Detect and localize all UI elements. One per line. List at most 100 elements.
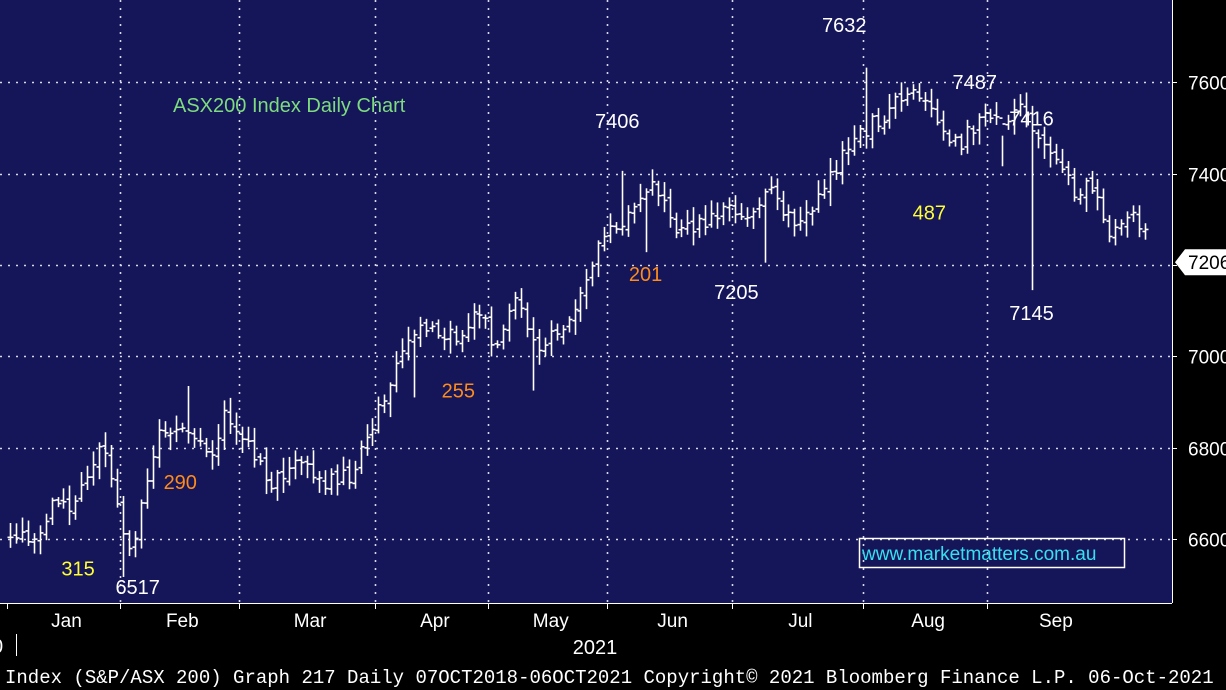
ohlc-bar bbox=[49, 497, 56, 526]
price-tag-shape bbox=[1175, 249, 1226, 276]
ohlc-bar bbox=[875, 107, 882, 133]
ohlc-bar bbox=[381, 394, 388, 414]
ohlc-bar bbox=[512, 291, 519, 320]
y-tick-label: 7600 bbox=[1188, 74, 1226, 95]
ohlc-bar bbox=[613, 222, 620, 234]
ohlc-bar bbox=[1053, 143, 1060, 165]
month-label: Sep bbox=[1039, 611, 1073, 632]
ohlc-bar bbox=[756, 197, 763, 219]
ohlc-bar bbox=[245, 426, 252, 448]
watermark-box[interactable]: www.marketmatters.com.au bbox=[858, 537, 1126, 569]
ohlc-bar bbox=[536, 328, 543, 365]
annotation-label: 6517 bbox=[115, 577, 160, 599]
annotation-label: 315 bbox=[61, 559, 94, 581]
ohlc-bar bbox=[1029, 105, 1036, 291]
ohlc-bar bbox=[993, 102, 1000, 125]
ohlc-bar bbox=[1017, 94, 1024, 117]
month-label: Apr bbox=[420, 611, 450, 632]
month-label: Feb bbox=[166, 611, 199, 632]
annotation-label: 7205 bbox=[714, 282, 759, 304]
ohlc-bar bbox=[1094, 179, 1101, 211]
ohlc-bar bbox=[785, 204, 792, 228]
ohlc-bar bbox=[940, 110, 947, 141]
ohlc-bar bbox=[690, 207, 697, 246]
ohlc-bar bbox=[577, 286, 584, 322]
ohlc-bar bbox=[649, 169, 656, 196]
ohlc-bar bbox=[1065, 161, 1072, 186]
month-label: Jul bbox=[788, 611, 812, 632]
ohlc-bar bbox=[934, 98, 941, 126]
ohlc-bar bbox=[1124, 211, 1131, 238]
ohlc-bar bbox=[803, 200, 810, 237]
y-tick-label: 7400 bbox=[1188, 166, 1226, 187]
ohlc-bar bbox=[524, 302, 531, 338]
ohlc-bar bbox=[465, 313, 472, 343]
ohlc-bar bbox=[809, 206, 816, 226]
ohlc-bar bbox=[958, 133, 965, 156]
ohlc-bar bbox=[476, 304, 483, 329]
gridlines bbox=[0, 0, 1172, 603]
ohlc-bar bbox=[37, 525, 44, 555]
ohlc-bar bbox=[625, 205, 632, 237]
watermark-link[interactable]: www.marketmatters.com.au bbox=[861, 544, 1096, 565]
ohlc-bar bbox=[916, 83, 923, 102]
ohlc-bar bbox=[892, 92, 899, 119]
ohlc-bar bbox=[1011, 98, 1018, 135]
ohlc-bar bbox=[750, 207, 757, 229]
ohlc-bar bbox=[132, 531, 139, 558]
chart-title: ASX200 Index Daily Chart bbox=[173, 95, 406, 117]
ohlc-bar bbox=[518, 288, 525, 318]
ohlc-bar bbox=[506, 303, 513, 342]
ohlc-bar bbox=[55, 497, 62, 508]
ohlc-bar bbox=[768, 176, 775, 195]
annotation-label: 7145 bbox=[1009, 303, 1054, 325]
ohlc-bar bbox=[744, 207, 751, 227]
ohlc-bar bbox=[732, 195, 739, 224]
ohlc-bar bbox=[714, 202, 721, 229]
ohlc-bar bbox=[429, 321, 436, 333]
ohlc-bar bbox=[684, 209, 691, 235]
annotation-label: 7632 bbox=[822, 15, 867, 37]
ohlc-bar bbox=[833, 160, 840, 180]
ohlc-bar bbox=[952, 133, 959, 147]
ohlc-bar bbox=[60, 488, 67, 509]
ohlc-bar bbox=[78, 472, 85, 502]
ohlc-bar bbox=[1047, 136, 1054, 168]
ohlc-bar bbox=[815, 180, 822, 213]
ohlc-bar bbox=[209, 440, 216, 470]
ohlc-bar bbox=[126, 530, 133, 557]
month-label: Mar bbox=[294, 611, 327, 632]
ohlc-bar bbox=[845, 137, 852, 166]
ohlc-bar bbox=[7, 522, 14, 548]
month-label: Jan bbox=[51, 611, 82, 632]
ohlc-bar bbox=[1035, 129, 1042, 149]
ohlc-bar bbox=[970, 125, 977, 146]
ohlc-bar bbox=[459, 329, 466, 353]
ohlc-bar bbox=[863, 67, 870, 149]
ohlc-bar bbox=[857, 124, 864, 148]
ohlc-bar bbox=[886, 93, 893, 129]
ohlc-bar bbox=[251, 427, 258, 468]
ohlc-bar bbox=[352, 460, 359, 489]
ohlc-bar bbox=[482, 314, 489, 329]
ohlc-bar bbox=[542, 337, 549, 357]
ohlc-bar bbox=[1118, 219, 1125, 236]
ohlc-bar bbox=[1112, 218, 1119, 246]
ohlc-bar bbox=[358, 440, 365, 475]
y-tick-label: 7000 bbox=[1188, 348, 1226, 369]
ohlc-bar bbox=[583, 268, 590, 310]
ohlc-bar bbox=[304, 455, 311, 479]
ohlc-bar bbox=[637, 183, 644, 213]
ohlc-bar bbox=[910, 84, 917, 100]
ohlc-bar bbox=[827, 157, 834, 207]
ohlc-bar bbox=[488, 306, 495, 357]
ohlc-bar bbox=[298, 456, 305, 476]
ohlc-bar bbox=[120, 495, 127, 577]
ohlc-bar bbox=[607, 213, 614, 244]
ohlc-bar bbox=[280, 457, 287, 493]
ohlc-bar bbox=[881, 115, 888, 135]
right-axis-background bbox=[1172, 0, 1226, 603]
ohlc-bar bbox=[851, 125, 858, 156]
ohlc-bar bbox=[19, 517, 26, 543]
